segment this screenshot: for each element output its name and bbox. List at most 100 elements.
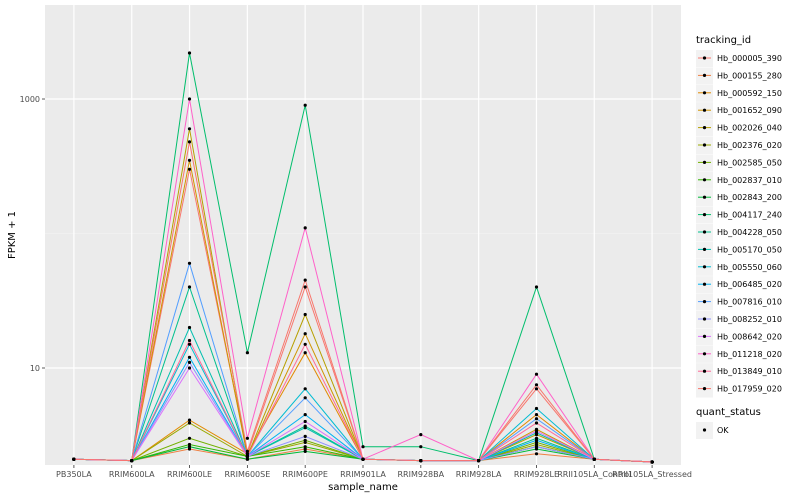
data-point xyxy=(130,459,134,463)
data-point xyxy=(187,97,192,101)
data-point xyxy=(187,338,192,343)
data-point xyxy=(187,325,192,330)
data-point xyxy=(187,445,192,449)
shape-legend-label: OK xyxy=(717,426,729,435)
y-axis-ticks: 10 1000 xyxy=(20,95,45,373)
data-point xyxy=(303,413,307,417)
data-point xyxy=(303,285,307,289)
legend-label: Hb_006485_020 xyxy=(717,280,782,289)
data-point xyxy=(187,140,192,144)
data-point xyxy=(303,342,307,346)
data-point xyxy=(303,445,307,449)
legend-label: Hb_017959_020 xyxy=(717,385,782,394)
x-axis-title: sample_name xyxy=(328,482,398,493)
legend-label: Hb_011218_020 xyxy=(717,350,782,359)
legend-label: Hb_000592_150 xyxy=(717,89,782,98)
data-point xyxy=(419,445,423,449)
legend-key-point xyxy=(702,317,707,321)
data-point xyxy=(361,457,365,461)
y-axis-title: FPKM + 1 xyxy=(7,211,18,259)
legend-key-point xyxy=(702,247,707,251)
data-point xyxy=(534,372,539,376)
legend-key-point xyxy=(702,126,707,130)
data-point xyxy=(303,103,307,107)
data-point xyxy=(419,433,423,437)
legend-label: Hb_002843_200 xyxy=(717,193,782,202)
data-point xyxy=(303,226,307,230)
legend-label: Hb_005170_050 xyxy=(717,245,782,254)
data-point xyxy=(650,460,654,464)
legend-key-point xyxy=(702,195,707,199)
data-point xyxy=(303,447,307,451)
legend-key-point xyxy=(702,160,707,164)
data-point xyxy=(303,449,307,453)
legend-label: Hb_001652_090 xyxy=(717,106,782,115)
legend-label: Hb_013849_010 xyxy=(717,367,782,376)
legend: tracking_id Hb_000005_390Hb_000155_280Hb… xyxy=(696,35,782,439)
x-tick-label: PB350LA xyxy=(56,470,92,479)
data-point xyxy=(187,447,192,451)
data-point xyxy=(187,436,192,440)
legend-label: Hb_000005_390 xyxy=(717,54,782,63)
data-point xyxy=(534,285,539,289)
data-point xyxy=(534,452,539,456)
data-point xyxy=(187,360,192,364)
data-point xyxy=(303,351,307,355)
data-point xyxy=(187,355,192,359)
shape-legend-entries: OK xyxy=(696,422,729,439)
legend-label: Hb_004228_050 xyxy=(717,228,782,237)
data-point xyxy=(303,387,307,391)
legend-label: Hb_002026_040 xyxy=(717,124,782,133)
data-point xyxy=(72,457,76,461)
data-point xyxy=(477,459,481,463)
legend-label: Hb_008642_020 xyxy=(717,332,782,341)
data-point xyxy=(303,312,307,317)
data-point xyxy=(303,434,307,438)
x-tick-label: RRII105LA_Control xyxy=(557,470,631,479)
data-point xyxy=(187,366,192,370)
data-point xyxy=(534,406,539,411)
legend-title: tracking_id xyxy=(696,35,751,46)
data-point xyxy=(187,418,192,422)
shape-legend-point xyxy=(702,428,707,432)
data-point xyxy=(187,158,192,162)
legend-key-point xyxy=(702,56,707,60)
data-point xyxy=(245,436,249,440)
data-point xyxy=(187,261,192,265)
data-point xyxy=(534,417,539,421)
y-tick-label: 10 xyxy=(30,364,40,373)
legend-key-point xyxy=(702,230,707,234)
data-point xyxy=(187,167,192,171)
legend-label: Hb_002585_050 xyxy=(717,158,782,167)
legend-label: Hb_008252_010 xyxy=(717,315,782,324)
legend-label: Hb_004117_240 xyxy=(717,211,782,220)
data-point xyxy=(187,285,192,289)
y-tick-label: 1000 xyxy=(20,95,40,104)
data-point xyxy=(534,383,539,387)
legend-key-point xyxy=(702,282,707,286)
data-point xyxy=(245,454,249,458)
data-point xyxy=(303,438,307,442)
x-tick-label: RRIM600SE xyxy=(224,470,270,479)
series-points xyxy=(72,51,654,464)
data-point xyxy=(419,459,423,463)
x-tick-label: RRIM928LA xyxy=(456,470,502,479)
data-point xyxy=(534,387,539,391)
data-point xyxy=(303,332,307,336)
data-point xyxy=(187,127,192,131)
data-point xyxy=(534,413,539,417)
legend-label: Hb_007816_010 xyxy=(717,298,782,307)
legend-entries: Hb_000005_390 Hb_000155_280 Hb_000592_150 H… xyxy=(696,50,782,398)
legend-key-point xyxy=(702,352,707,356)
x-tick-label: RRIM600PE xyxy=(282,470,328,479)
legend-key-point xyxy=(702,265,707,269)
data-point xyxy=(534,438,539,442)
legend-key-point xyxy=(702,300,707,304)
data-point xyxy=(245,452,249,456)
legend-key-point xyxy=(702,369,707,373)
shape-legend-title: quant_status xyxy=(696,407,761,418)
data-point xyxy=(361,445,365,449)
data-point xyxy=(534,421,539,425)
x-tick-label: RRIM901LA xyxy=(340,470,386,479)
